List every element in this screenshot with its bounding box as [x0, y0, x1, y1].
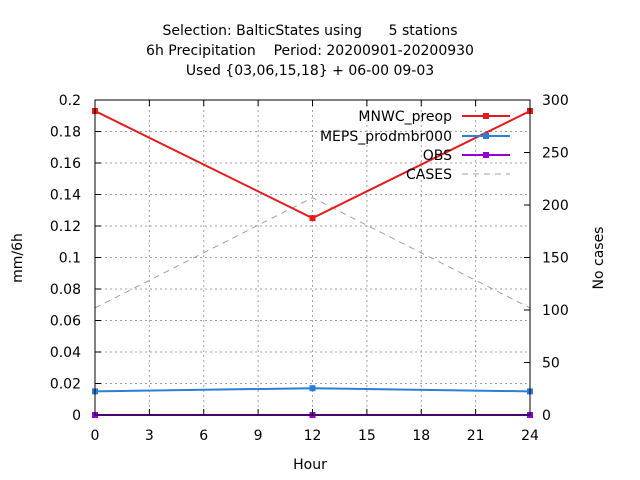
legend-label: MNWC_preop — [358, 109, 452, 125]
y-tick-label: 0.18 — [50, 125, 81, 141]
y-tick-label: 0.06 — [50, 314, 81, 330]
x-tick-label: 3 — [145, 428, 154, 444]
y-tick-label: 0 — [72, 408, 81, 424]
title-line: Selection: BalticStates using 5 stations — [163, 23, 458, 39]
x-tick-label: 12 — [304, 428, 322, 444]
y2-tick-label: 250 — [542, 146, 569, 162]
y-tick-label: 0.02 — [50, 377, 81, 393]
title-line: 6h Precipitation Period: 20200901-202009… — [146, 43, 474, 59]
axes: 0 3 6 9 12 15 18 21 2400.020.040.060.080.10.120.… — [10, 93, 607, 473]
title-line: Used {03,06,15,18} + 06-00 09-03 — [186, 63, 434, 79]
x-tick-label: 18 — [412, 428, 430, 444]
data-point — [309, 385, 316, 392]
y2-tick-label: 50 — [542, 356, 560, 372]
legend-label: OBS — [423, 148, 452, 164]
x-tick-label: 6 — [199, 428, 208, 444]
x-tick-label: 0 — [91, 428, 100, 444]
y2-axis-label: No cases — [591, 227, 607, 290]
x-tick-label: 24 — [521, 428, 539, 444]
grid — [95, 100, 530, 415]
y2-tick-label: 100 — [542, 303, 569, 319]
x-tick-label: 21 — [467, 428, 485, 444]
legend-label: MEPS_prodmbr000 — [320, 129, 452, 145]
chart-title: Selection: BalticStates using 5 stations… — [146, 23, 474, 79]
y2-tick-label: 150 — [542, 251, 569, 267]
x-tick-label: 15 — [358, 428, 376, 444]
y-axis-label: mm/6h — [10, 233, 26, 283]
y2-tick-label: 300 — [542, 93, 569, 109]
y-tick-label: 0.04 — [50, 345, 81, 361]
y-tick-label: 0.16 — [50, 156, 81, 172]
y2-tick-label: 200 — [542, 198, 569, 214]
y2-tick-label: 0 — [542, 408, 551, 424]
x-tick-label: 9 — [254, 428, 263, 444]
y-tick-label: 0.12 — [50, 219, 81, 235]
series-line-mnwc-preop — [94, 110, 531, 220]
legend-label: CASES — [406, 167, 452, 183]
legend: MNWC_preop MEPS_prodmbr000 OBS CASES — [320, 109, 510, 183]
legend-marker — [483, 152, 489, 158]
y-tick-label: 0.08 — [50, 282, 81, 298]
legend-marker — [483, 113, 489, 119]
x-axis-label: Hour — [293, 457, 327, 473]
data-point — [309, 215, 316, 222]
y-tick-label: 0.14 — [50, 188, 81, 204]
y-tick-label: 0.1 — [59, 251, 81, 267]
series-line-cases — [94, 197, 531, 309]
y-tick-label: 0.2 — [59, 93, 81, 109]
legend-marker — [483, 133, 489, 139]
